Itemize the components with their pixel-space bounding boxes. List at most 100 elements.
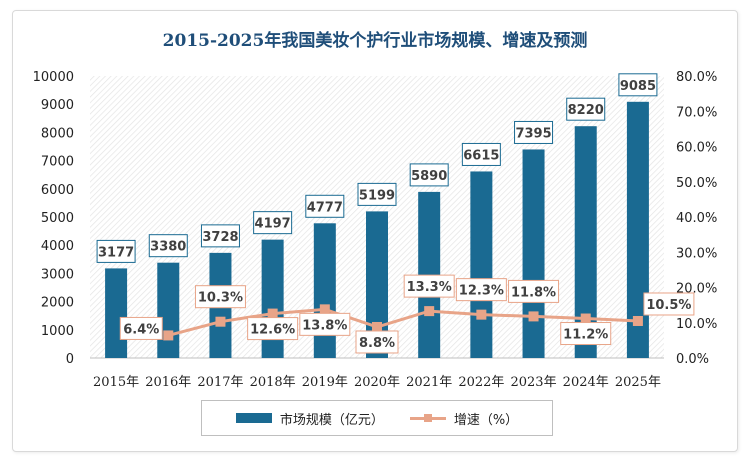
y-right-tick-label: 80.0%: [676, 70, 717, 85]
line-label-box: [194, 285, 246, 309]
bar-label-box: [461, 142, 501, 166]
y-left-tick-label: 9000: [41, 98, 74, 113]
legend-item-line: 增速（%）: [409, 409, 519, 428]
bar-data-label: 4777: [307, 200, 343, 215]
bar-label-box: [409, 163, 449, 187]
line-label-box: [247, 317, 299, 341]
y-right-tick-label: 60.0%: [676, 141, 717, 156]
x-tick-label: 2024年: [563, 375, 609, 390]
line-point: [476, 309, 487, 320]
bar-label-box: [200, 224, 240, 248]
bar: [522, 149, 545, 358]
line-label-box: [508, 279, 560, 303]
line-data-label: 6.4%: [123, 322, 159, 337]
bar: [157, 262, 180, 358]
x-tick-label: 2020年: [354, 375, 400, 390]
y-left-tick-label: 10000: [33, 70, 74, 85]
x-tick-label: 2015年: [93, 375, 139, 390]
bar-data-label: 5199: [359, 188, 395, 203]
y-right-tick-label: 30.0%: [676, 246, 717, 261]
x-tick-label: 2022年: [458, 375, 504, 390]
y-right-tick-label: 70.0%: [676, 105, 717, 120]
bar-label-box: [148, 234, 188, 258]
bar-label-box: [514, 120, 554, 144]
line-point: [267, 308, 278, 319]
line-label-box: [643, 292, 695, 316]
legend-bar-label: 市场规模（亿元）: [279, 412, 384, 428]
growth-line: [167, 307, 638, 337]
y-left-tick-label: 6000: [41, 183, 74, 198]
line-data-label: 12.3%: [459, 284, 504, 299]
line-data-label: 13.3%: [407, 280, 452, 295]
bar: [574, 126, 597, 358]
x-tick-label: 2018年: [250, 375, 296, 390]
y-left-tick-label: 7000: [41, 155, 74, 170]
bar-data-label: 8220: [568, 103, 604, 118]
y-left-tick-label: 8000: [41, 126, 74, 141]
bar-data-label: 3177: [98, 245, 134, 260]
y-left-tick-label: 1000: [41, 324, 74, 339]
bar-data-label: 7395: [515, 126, 551, 141]
bar-data-label: 3728: [202, 230, 238, 245]
bar: [313, 223, 336, 358]
line-label-box: [455, 278, 507, 302]
line-data-label: 11.2%: [563, 328, 608, 343]
bar-data-label: 9085: [620, 79, 656, 94]
line-label-box: [355, 330, 399, 354]
line-data-label: 8.8%: [359, 336, 395, 351]
line-point: [163, 330, 174, 341]
line-data-label: 12.6%: [250, 323, 295, 338]
chart-legend: 市场规模（亿元） 增速（%）: [201, 400, 553, 436]
y-left-tick-label: 0: [66, 352, 74, 367]
line-label-box: [299, 312, 351, 336]
y-left-tick-label: 5000: [41, 211, 74, 226]
line-data-label: 10.3%: [198, 291, 243, 306]
bar-label-box: [357, 182, 397, 206]
y-right-tick-label: 10.0%: [676, 317, 717, 332]
chart-title: 2015-2025年我国美妆个护行业市场规模、增速及预测: [162, 31, 588, 51]
line-data-label: 10.5%: [646, 298, 691, 313]
x-tick-label: 2025年: [615, 375, 661, 390]
line-point: [580, 313, 591, 324]
line-point: [215, 316, 226, 327]
line-point: [424, 306, 435, 317]
y-right-tick-label: 50.0%: [676, 176, 717, 191]
y-left-tick-label: 2000: [41, 296, 74, 311]
bar-label-box: [253, 211, 293, 235]
bar-label-box: [305, 194, 345, 218]
legend-item-bar: 市场规模（亿元）: [235, 409, 384, 428]
legend-line-swatch: [409, 413, 446, 423]
legend-line-label: 增速（%）: [453, 412, 519, 428]
x-tick-label: 2021年: [406, 375, 452, 390]
x-tick-label: 2023年: [510, 375, 556, 390]
y-right-tick-label: 0.0%: [676, 352, 709, 367]
legend-bar-swatch: [235, 413, 272, 423]
bar: [470, 171, 493, 358]
y-left-tick-label: 3000: [41, 267, 74, 282]
bar: [261, 239, 284, 358]
bar-data-label: 6615: [463, 148, 499, 163]
bar-label-box: [618, 73, 658, 97]
line-data-label: 13.8%: [302, 318, 347, 333]
line-point: [319, 304, 330, 315]
bar-label-box: [96, 239, 136, 263]
line-data-label: 11.8%: [511, 285, 556, 300]
line-point: [372, 321, 382, 332]
x-tick-label: 2017年: [197, 375, 243, 390]
x-tick-label: 2016年: [145, 375, 191, 390]
line-point: [528, 311, 539, 322]
bar-data-label: 3380: [150, 240, 186, 255]
bar: [366, 211, 388, 358]
bar-data-label: 4197: [255, 217, 291, 232]
line-label-box: [119, 316, 163, 340]
bar-data-label: 5890: [411, 169, 447, 184]
line-label-box: [560, 322, 612, 346]
line-label-box: [403, 274, 455, 298]
bar-label-box: [566, 97, 606, 121]
line-point: [632, 315, 643, 326]
y-right-tick-label: 40.0%: [676, 211, 717, 226]
y-left-tick-label: 4000: [41, 239, 74, 254]
x-tick-label: 2019年: [302, 375, 348, 390]
bar: [105, 268, 128, 358]
